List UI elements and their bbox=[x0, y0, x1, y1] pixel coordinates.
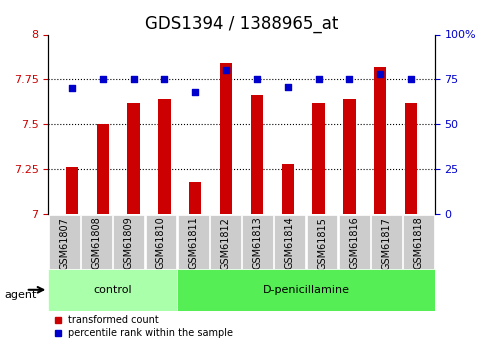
FancyBboxPatch shape bbox=[178, 215, 209, 269]
Bar bbox=[220, 63, 232, 214]
Text: GSM61815: GSM61815 bbox=[317, 217, 327, 269]
Point bbox=[191, 89, 199, 95]
Point bbox=[130, 77, 138, 82]
Legend: transformed count, percentile rank within the sample: transformed count, percentile rank withi… bbox=[53, 315, 233, 338]
Point bbox=[68, 86, 76, 91]
FancyBboxPatch shape bbox=[49, 215, 80, 269]
Point bbox=[407, 77, 415, 82]
Text: GSM61818: GSM61818 bbox=[413, 217, 424, 269]
FancyBboxPatch shape bbox=[81, 215, 112, 269]
FancyBboxPatch shape bbox=[177, 269, 435, 310]
Text: GSM61811: GSM61811 bbox=[188, 217, 198, 269]
Text: GSM61812: GSM61812 bbox=[220, 217, 230, 269]
Text: control: control bbox=[93, 285, 132, 295]
Bar bbox=[343, 99, 355, 214]
Bar bbox=[251, 96, 263, 214]
Text: GSM61808: GSM61808 bbox=[92, 217, 101, 269]
Point bbox=[376, 71, 384, 77]
Bar bbox=[405, 103, 417, 214]
Bar bbox=[97, 124, 109, 214]
FancyBboxPatch shape bbox=[145, 215, 176, 269]
Point bbox=[99, 77, 107, 82]
Point bbox=[345, 77, 353, 82]
FancyBboxPatch shape bbox=[307, 215, 338, 269]
FancyBboxPatch shape bbox=[114, 215, 144, 269]
FancyBboxPatch shape bbox=[403, 215, 434, 269]
Point bbox=[222, 68, 230, 73]
Bar bbox=[282, 164, 294, 214]
FancyBboxPatch shape bbox=[274, 215, 305, 269]
Point bbox=[314, 77, 322, 82]
Text: GSM61816: GSM61816 bbox=[349, 217, 359, 269]
Title: GDS1394 / 1388965_at: GDS1394 / 1388965_at bbox=[145, 15, 338, 33]
FancyBboxPatch shape bbox=[371, 215, 402, 269]
Bar bbox=[374, 67, 386, 214]
Point bbox=[161, 77, 169, 82]
FancyBboxPatch shape bbox=[48, 269, 177, 310]
Text: agent: agent bbox=[5, 290, 37, 300]
Bar bbox=[158, 99, 170, 214]
FancyBboxPatch shape bbox=[339, 215, 369, 269]
Text: GSM61814: GSM61814 bbox=[285, 217, 295, 269]
Text: GSM61817: GSM61817 bbox=[382, 217, 391, 269]
Bar bbox=[128, 103, 140, 214]
Bar bbox=[66, 167, 78, 214]
Text: GSM61807: GSM61807 bbox=[59, 217, 70, 269]
FancyBboxPatch shape bbox=[210, 215, 241, 269]
Bar bbox=[189, 181, 201, 214]
Text: GSM61809: GSM61809 bbox=[124, 217, 134, 269]
Point bbox=[253, 77, 261, 82]
Text: GSM61810: GSM61810 bbox=[156, 217, 166, 269]
Text: D-penicillamine: D-penicillamine bbox=[262, 285, 349, 295]
Text: GSM61813: GSM61813 bbox=[253, 217, 263, 269]
Point bbox=[284, 84, 292, 89]
FancyBboxPatch shape bbox=[242, 215, 273, 269]
Bar bbox=[313, 103, 325, 214]
